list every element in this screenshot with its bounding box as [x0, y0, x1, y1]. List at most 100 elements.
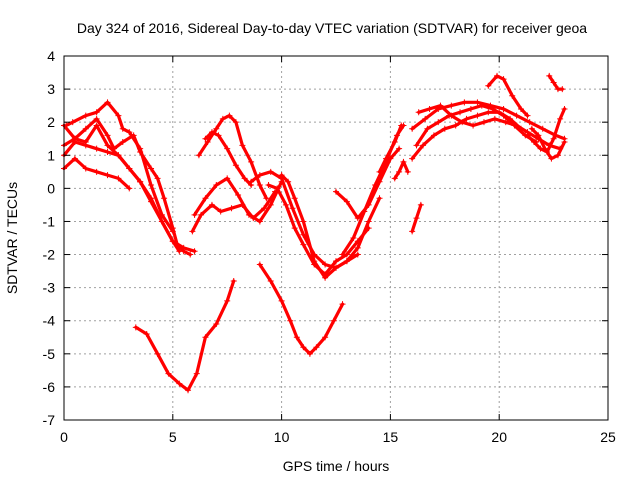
series-trace [393, 160, 410, 180]
y-tick-label: 3 [47, 81, 55, 97]
data-point [176, 248, 183, 255]
series-trace [64, 100, 175, 233]
data-point [230, 278, 237, 285]
series-sat-f [132, 278, 237, 394]
data-point [287, 317, 294, 324]
data-point [71, 155, 78, 162]
data-point [158, 211, 165, 218]
data-point [126, 185, 133, 192]
data-point [548, 155, 555, 162]
data-point [313, 344, 320, 351]
data-point [333, 188, 339, 195]
data-point [256, 261, 263, 268]
data-point [241, 175, 248, 182]
series-trace [197, 114, 268, 200]
series-sat-j [189, 188, 279, 235]
data-point [137, 145, 144, 152]
x-tick-label: 25 [600, 429, 616, 445]
tick-layer: 0 5 10 15 20 25 -7 -6 -5 -4 -3 -2 -1 0 1 2 3 4 [43, 48, 616, 445]
data-point [500, 76, 507, 83]
data-point [165, 370, 172, 377]
data-point [300, 344, 307, 351]
data-point [104, 142, 111, 149]
data-point [193, 370, 200, 377]
data-point [539, 125, 546, 132]
data-point [350, 235, 357, 241]
data-point [132, 324, 139, 331]
data-point [485, 82, 492, 89]
series-sat-v [485, 72, 531, 119]
y-tick-label: -7 [43, 412, 56, 428]
data-point [517, 105, 524, 112]
data-point [274, 185, 281, 192]
series-trace [530, 127, 567, 161]
data-point [82, 139, 89, 146]
data-point [544, 148, 551, 155]
series-sat-c [61, 139, 198, 255]
data-point [285, 178, 292, 185]
data-point [213, 182, 220, 189]
data-point [143, 330, 150, 337]
data-point [289, 205, 296, 212]
data-point [426, 105, 433, 112]
data-point [372, 182, 379, 189]
data-point [452, 122, 459, 129]
data-point [148, 198, 155, 205]
data-point [291, 225, 298, 232]
data-point [474, 99, 481, 106]
data-point [413, 142, 420, 149]
data-point [354, 215, 361, 222]
data-point [161, 195, 168, 202]
data-point [487, 102, 494, 109]
series-sat-o [333, 145, 403, 222]
data-point [463, 115, 470, 122]
data-point [148, 182, 155, 189]
data-point [93, 145, 100, 152]
data-point [550, 79, 557, 86]
series-sat-a [61, 155, 133, 192]
series-trace [258, 262, 345, 356]
data-point [104, 148, 111, 155]
data-point [500, 105, 507, 112]
series-trace [62, 123, 181, 253]
data-point [448, 102, 455, 109]
data-point [413, 215, 420, 222]
data-point [461, 99, 468, 106]
data-point [82, 112, 89, 119]
series-sat-d [61, 122, 183, 255]
data-point [248, 158, 255, 165]
y-tick-label: -6 [43, 379, 56, 395]
data-point [180, 244, 187, 251]
data-point [82, 165, 89, 172]
data-point [354, 244, 361, 251]
data-point [409, 228, 416, 235]
data-point [208, 129, 215, 136]
data-point [187, 251, 194, 258]
data-point [228, 205, 235, 212]
x-tick-label: 0 [60, 429, 68, 445]
series-sat-h [202, 129, 255, 189]
data-point [104, 99, 111, 106]
data-point [311, 258, 318, 265]
data-point [528, 125, 535, 132]
data-point [267, 201, 274, 208]
data-point [430, 132, 437, 139]
data-point [204, 139, 211, 146]
series-sat-z2 [391, 158, 411, 182]
data-point [339, 301, 346, 308]
data-point [306, 350, 313, 357]
data-point [126, 129, 133, 136]
data-point [93, 122, 100, 129]
data-point [115, 112, 122, 119]
data-point [537, 145, 544, 152]
data-point [376, 168, 383, 175]
data-point [559, 86, 566, 93]
data-point [343, 258, 350, 265]
data-point [361, 208, 368, 215]
data-point [213, 125, 220, 132]
data-point [202, 135, 209, 142]
data-point [557, 115, 564, 122]
data-point [104, 132, 111, 139]
data-point [191, 211, 198, 218]
